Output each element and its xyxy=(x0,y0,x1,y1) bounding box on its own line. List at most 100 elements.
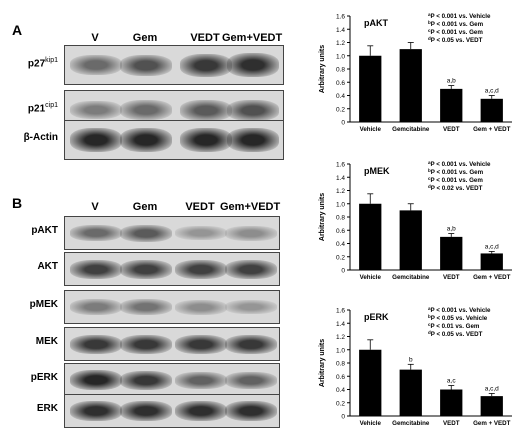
bar xyxy=(399,369,422,416)
chart-title: pERK xyxy=(364,312,389,322)
legend-text: P < 0.001 vs. Gem xyxy=(431,177,484,184)
y-tick-label: 1.6 xyxy=(336,162,345,169)
x-tick-label: Vehicle xyxy=(360,126,382,133)
blot-label-main: pAKT xyxy=(31,225,58,236)
legend-text: P < 0.001 vs. Vehicle xyxy=(431,13,491,20)
legend-sup: a xyxy=(428,160,431,165)
blot-label-pMEK: pMEK xyxy=(8,299,58,310)
bar-annotation: a,c,d xyxy=(485,243,499,250)
band xyxy=(180,99,232,121)
legend-sup: b xyxy=(428,168,431,173)
band xyxy=(175,334,227,354)
y-axis-label: Arbitrary units xyxy=(319,45,326,93)
blot-label-AKT: AKT xyxy=(8,261,58,272)
blot-AKT xyxy=(64,252,280,286)
band xyxy=(70,370,122,390)
y-tick-label: 0 xyxy=(341,414,345,421)
x-tick-label: Gemcitabine xyxy=(392,274,430,281)
band xyxy=(175,299,227,315)
y-tick-label: 0.4 xyxy=(336,241,345,248)
blot-pERK xyxy=(64,363,280,397)
y-tick-label: 1.2 xyxy=(336,188,345,195)
lane-label: V xyxy=(91,32,99,44)
band xyxy=(227,53,279,77)
legend-entry: bP < 0.05 vs. Vehicle xyxy=(428,314,488,322)
band xyxy=(227,128,279,152)
blot-label-ERK: ERK xyxy=(8,403,58,414)
blot-label-sup: kip1 xyxy=(45,57,58,64)
y-tick-label: 1.0 xyxy=(336,347,345,354)
legend-text: P < 0.05 vs. VEDT xyxy=(431,37,483,44)
legend-entry: bP < 0.001 vs. Gem xyxy=(428,20,484,28)
legend-text: P < 0.001 vs. Gem xyxy=(431,21,484,28)
bar-chart-pAKT: 0 0.2 0.4 0.6 0.8 1.0 1.2 1.4 1.6 Arbitrary units… xyxy=(319,12,512,133)
y-tick-label: 0.2 xyxy=(336,254,345,261)
band xyxy=(225,259,277,279)
blot-label-main: p27 xyxy=(27,58,46,70)
band xyxy=(70,101,122,119)
legend-entry: aP < 0.001 vs. Vehicle xyxy=(428,306,491,314)
y-tick-label: 0.6 xyxy=(336,80,345,87)
band xyxy=(120,401,172,421)
band xyxy=(225,334,277,354)
y-tick-label: 1.4 xyxy=(336,321,345,328)
legend-sup: b xyxy=(428,314,431,319)
legend-text: P < 0.001 vs. Vehicle xyxy=(431,307,491,314)
band xyxy=(120,334,172,354)
legend-text: P < 0.001 vs. Vehicle xyxy=(431,161,491,168)
lane-label: VEDT xyxy=(190,32,220,44)
y-tick-label: 0 xyxy=(341,120,345,127)
blot-label-pAKT: pAKT xyxy=(8,225,58,236)
band xyxy=(175,401,227,421)
band xyxy=(227,99,279,121)
bar xyxy=(440,88,463,122)
legend-text: P < 0.02 vs. VEDT xyxy=(431,185,483,192)
bar-annotation: a,b xyxy=(447,78,456,85)
band xyxy=(225,401,277,421)
band xyxy=(120,128,172,152)
blot-ERK xyxy=(64,394,280,428)
x-tick-label: Gem + VEDT xyxy=(473,126,511,133)
bar xyxy=(359,349,382,416)
panel-letter-a: A xyxy=(12,22,23,38)
legend-sup: d xyxy=(428,330,431,335)
y-tick-label: 0.8 xyxy=(336,67,345,74)
lane-label: Gem xyxy=(132,32,158,44)
bar-chart-pMEK: 0 0.2 0.4 0.6 0.8 1.0 1.2 1.4 1.6 Arbitrary units… xyxy=(319,160,512,281)
bar xyxy=(399,49,422,122)
blot-p27 xyxy=(64,45,284,85)
legend-entry: dP < 0.02 vs. VEDT xyxy=(428,184,483,192)
y-tick-label: 0 xyxy=(341,268,345,275)
blot-label-main: pERK xyxy=(30,372,58,383)
bar xyxy=(480,253,503,270)
panel-letter-b: B xyxy=(12,195,23,211)
bar xyxy=(359,203,382,270)
legend-entry: dP < 0.05 vs. VEDT xyxy=(428,330,483,338)
bar xyxy=(440,389,463,416)
bar-chart-pERK: 0 0.2 0.4 0.6 0.8 1.0 1.2 1.4 1.6 Arbitrary units… xyxy=(319,306,512,427)
x-tick-label: Gemcitabine xyxy=(392,126,430,133)
lane-label: Gem+VEDT xyxy=(222,32,283,44)
y-tick-label: 0.2 xyxy=(336,400,345,407)
blot-label-main: pMEK xyxy=(29,299,58,310)
bar xyxy=(399,210,422,270)
blot-label-main: MEK xyxy=(35,336,58,347)
y-tick-label: 1.4 xyxy=(336,27,345,34)
band xyxy=(175,371,227,389)
bar-annotation: a,c,d xyxy=(485,88,499,95)
legend-sup: a xyxy=(428,306,431,311)
legend-sup: a xyxy=(428,12,431,17)
y-axis-label: Arbitrary units xyxy=(319,193,326,241)
blot-label-actin: β-Actin xyxy=(8,132,58,143)
y-tick-label: 0.4 xyxy=(336,93,345,100)
band xyxy=(70,55,122,75)
band xyxy=(70,299,122,315)
band xyxy=(225,300,277,314)
legend-entry: dP < 0.05 vs. VEDT xyxy=(428,36,483,44)
blot-label-main: ERK xyxy=(36,403,58,414)
y-tick-label: 0.6 xyxy=(336,228,345,235)
band xyxy=(120,54,172,76)
blot-label-main: AKT xyxy=(37,261,58,272)
blot-pAKT xyxy=(64,216,280,250)
band xyxy=(120,224,172,242)
